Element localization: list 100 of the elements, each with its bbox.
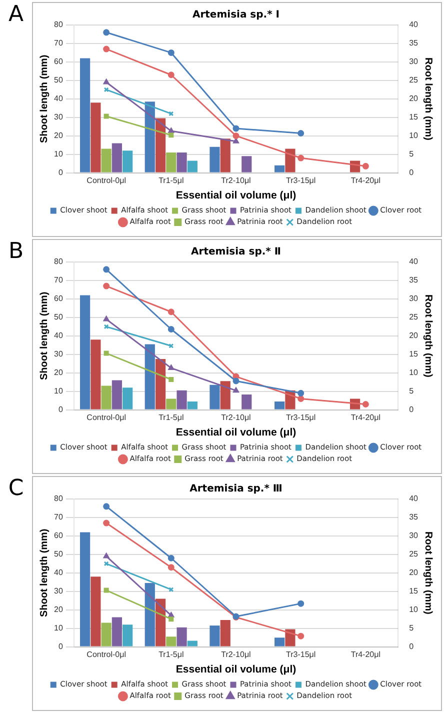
point [232,125,240,132]
bar [112,380,122,410]
chart-title: Artemisia sp.* Ⅱ [191,246,281,258]
bar [285,148,296,172]
y-tick-label: 50 [54,550,64,559]
y-tick-label: 10 [54,624,64,633]
y2-tick-label: 0 [409,642,414,652]
y-tick-label: 70 [54,276,64,285]
bar [166,152,176,172]
y2-tick-label: 25 [409,76,419,85]
y2-axis-title: Root length (mm) [422,58,434,140]
x-axis-title: Essential oil volume (μl) [176,426,296,439]
chart-title: Artemisia sp.* Ⅰ [192,10,280,21]
y2-tick-label: 10 [409,368,419,378]
bar [166,636,176,646]
bar [242,156,252,172]
y-tick-label: 40 [54,568,64,578]
x-axis-title: Essential oil volume (μl) [176,190,296,202]
point [233,387,239,393]
point [232,378,240,384]
point [362,162,369,170]
bar [144,344,155,410]
y2-tick-label: 0 [409,168,414,178]
bar [80,295,90,410]
chart-title: Artemisia sp.* Ⅲ [190,484,282,495]
bar [176,390,187,410]
y-axis-title: Shoot length (mm) [38,54,50,144]
y2-tick-label: 25 [409,550,419,559]
point [298,632,304,640]
y-tick-label: 80 [54,20,64,30]
y-axis-title: Shoot length (mm) [38,528,50,618]
point [168,564,174,571]
point [103,46,110,52]
y2-tick-label: 10 [409,605,419,614]
y-tick-label: 70 [54,38,64,48]
y-tick-label: 0 [58,168,64,178]
point [298,600,304,607]
bar [274,401,285,410]
bar [90,102,101,172]
bar [155,118,166,172]
bar [187,401,198,410]
point [103,282,110,290]
y-tick-label: 10 [54,150,64,159]
bar [122,624,133,646]
bar [210,384,220,410]
bar [166,398,176,410]
point [104,350,109,356]
y-tick-label: 70 [54,512,64,522]
point [104,114,109,119]
bar [101,148,112,172]
y2-tick-label: 25 [409,312,419,322]
bar [242,394,252,410]
y2-axis-title: Root length (mm) [422,532,434,614]
bar [274,638,285,646]
bar [155,598,166,646]
y-tick-label: 80 [54,257,64,266]
point [168,364,174,370]
y2-tick-label: 5 [409,386,414,396]
y-tick-label: 80 [54,494,64,504]
y2-tick-label: 20 [409,331,419,340]
point [168,128,174,134]
bar [155,358,166,410]
bar [187,160,198,172]
point [232,132,240,140]
x-tick-label: Tr1-5μl [158,412,184,422]
point [168,72,174,78]
bar [112,143,122,172]
y2-tick-label: 35 [409,276,419,285]
y2-tick-label: 5 [409,150,414,159]
bar [187,640,198,646]
x-tick-label: Tr4-20μl [350,650,381,659]
x-tick-label: Tr1-5μl [158,176,184,185]
y2-tick-label: 20 [409,94,419,104]
point [168,49,174,56]
y2-tick-label: 40 [409,494,419,504]
y2-tick-label: 5 [409,624,414,633]
y2-tick-label: 30 [409,531,419,540]
y-tick-label: 0 [58,405,64,414]
y2-tick-label: 15 [409,350,419,359]
point [298,154,304,162]
y-tick-label: 60 [54,294,64,304]
x-tick-label: Control-0μl [86,412,126,422]
bar [90,340,101,410]
bar [80,58,90,172]
y2-tick-label: 15 [409,586,419,596]
point [104,588,109,593]
y-tick-label: 10 [54,386,64,396]
y-tick-label: 40 [54,331,64,340]
y-axis-title: Shoot length (mm) [38,292,50,380]
text: B [7,239,25,264]
bar [210,146,220,172]
x-tick-label: Tr4-20μl [350,176,381,185]
point [168,376,174,382]
y-tick-label: 30 [54,112,64,122]
x-tick-label: Tr3-15μl [286,650,316,659]
bar [90,576,101,646]
y2-tick-label: 0 [409,405,414,414]
bar [144,583,155,646]
bar [101,622,112,646]
y-tick-label: 0 [58,642,64,652]
